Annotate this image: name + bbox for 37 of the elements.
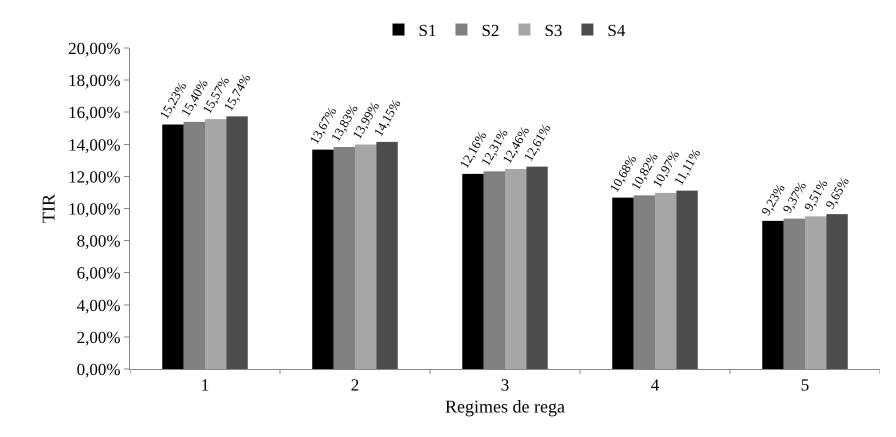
y-axis-title: TIR	[38, 194, 58, 223]
y-tick-label: 12,00%	[68, 167, 121, 186]
y-tick-label: 0,00%	[76, 360, 121, 379]
x-tick-label: 5	[800, 375, 810, 394]
legend-label: S1	[418, 21, 436, 40]
bar	[312, 150, 334, 369]
y-tick-label: 14,00%	[68, 135, 121, 154]
bar	[205, 119, 226, 369]
y-tick-label: 18,00%	[68, 71, 121, 90]
y-tick-label: 4,00%	[76, 296, 121, 315]
y-tick-label: 16,00%	[68, 103, 121, 122]
x-tick-label: 4	[650, 375, 660, 394]
bar	[355, 144, 376, 369]
bar	[462, 174, 484, 369]
bar	[612, 198, 634, 369]
bar	[805, 216, 826, 369]
y-tick-label: 2,00%	[76, 328, 121, 347]
bar	[676, 190, 698, 369]
y-tick-label: 10,00%	[68, 199, 121, 218]
bar	[762, 220, 784, 369]
y-tick-label: 8,00%	[76, 232, 121, 251]
bar	[505, 169, 526, 369]
bar	[826, 214, 848, 369]
bar	[526, 166, 548, 369]
legend-label: S4	[607, 21, 626, 40]
y-tick-label: 6,00%	[76, 264, 121, 283]
legend-label: S3	[544, 21, 562, 40]
bar	[226, 116, 248, 369]
bar	[376, 142, 398, 369]
y-tick-label: 20,00%	[68, 38, 121, 58]
x-tick-label: 2	[350, 375, 360, 394]
x-axis-title: Regimes de rega	[445, 396, 565, 416]
legend-label: S2	[481, 21, 500, 40]
x-tick-label: 3	[500, 375, 510, 394]
bar	[655, 192, 676, 369]
x-tick-label: 1	[200, 375, 210, 394]
bar	[162, 124, 184, 369]
